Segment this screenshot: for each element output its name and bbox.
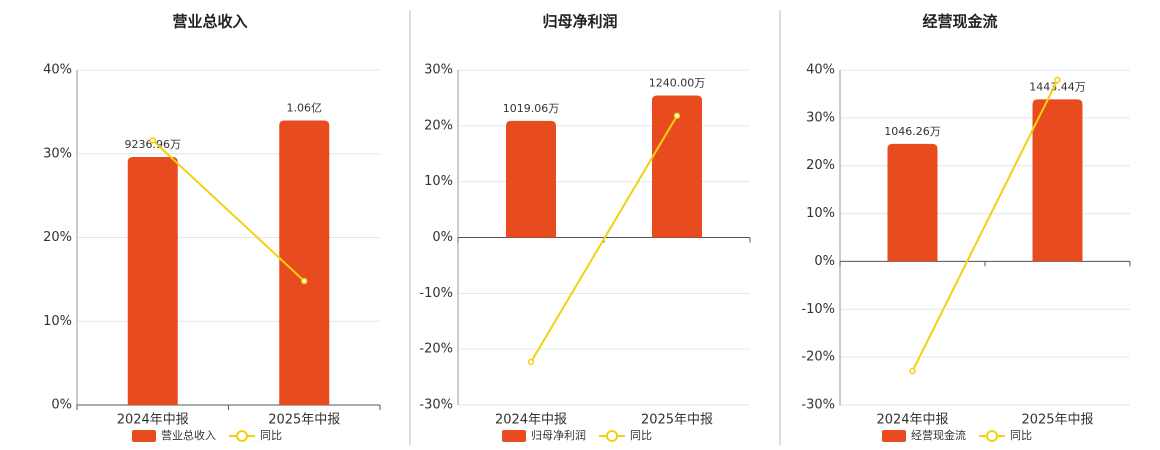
y-tick-label: 30% [43, 146, 72, 161]
y-tick-label: -10% [801, 302, 835, 317]
y-tick-label: 20% [424, 118, 453, 133]
y-tick-label: -20% [801, 350, 835, 365]
line-point [301, 277, 308, 285]
bar [127, 157, 178, 405]
bar [279, 120, 330, 405]
y-tick-label: 10% [806, 206, 835, 221]
value-label: 1443.44万 [1029, 80, 1086, 93]
y-tick-label: -10% [419, 286, 453, 301]
value-label: 1019.06万 [503, 102, 560, 115]
legend-label: 归母净利润 [531, 428, 586, 442]
legend-label: 同比 [630, 429, 652, 442]
y-tick-label: 0% [814, 254, 835, 269]
bar [506, 120, 556, 238]
y-tick-label: -20% [419, 342, 453, 357]
line [152, 139, 305, 282]
legend-swatch [132, 430, 156, 442]
value-label: 1.06亿 [287, 101, 323, 114]
line-point [909, 367, 916, 375]
x-tick-label: 2025年中报 [268, 413, 340, 428]
legend-label: 同比 [1010, 429, 1032, 442]
legend-swatch [882, 430, 906, 442]
bar [1032, 99, 1083, 262]
value-label: 9236.96万 [125, 138, 182, 151]
bar [887, 143, 938, 262]
chart-title: 营业总收入 [172, 13, 247, 31]
legend-swatch [502, 430, 526, 442]
legend-label: 营业总收入 [161, 428, 216, 442]
line [530, 115, 678, 363]
y-tick-label: 30% [424, 63, 453, 78]
y-tick-label: 40% [806, 63, 835, 78]
y-tick-label: 20% [43, 230, 72, 245]
legend-label: 同比 [260, 429, 282, 442]
y-tick-label: 10% [424, 174, 453, 189]
y-tick-label: -30% [419, 398, 453, 413]
y-tick-label: 0% [51, 398, 72, 413]
y-tick-label: 10% [43, 314, 72, 329]
chart-title: 归母净利润 [542, 13, 617, 31]
line-point [149, 137, 156, 144]
x-tick-label: 2025年中报 [1021, 413, 1093, 428]
value-label: 1046.26万 [884, 125, 941, 138]
x-tick-label: 2025年中报 [641, 413, 713, 428]
line-point [673, 112, 681, 120]
legend-marker [986, 430, 998, 442]
line-point [527, 358, 535, 366]
y-tick-label: 30% [806, 110, 835, 125]
y-tick-label: -30% [801, 398, 835, 413]
y-tick-label: 40% [43, 63, 72, 78]
line [911, 79, 1059, 372]
x-tick-label: 2024年中报 [495, 413, 567, 428]
y-tick-label: 20% [806, 158, 835, 173]
legend-marker [236, 430, 248, 442]
chart-title: 经营现金流 [922, 13, 997, 31]
value-label: 1240.00万 [649, 77, 706, 90]
y-tick-label: 0% [432, 230, 453, 245]
line-point [1054, 76, 1061, 84]
bar [652, 95, 702, 238]
x-tick-label: 2024年中报 [117, 413, 189, 428]
x-tick-label: 2024年中报 [876, 413, 948, 428]
legend-marker [606, 430, 618, 442]
legend-label: 经营现金流 [911, 428, 966, 442]
